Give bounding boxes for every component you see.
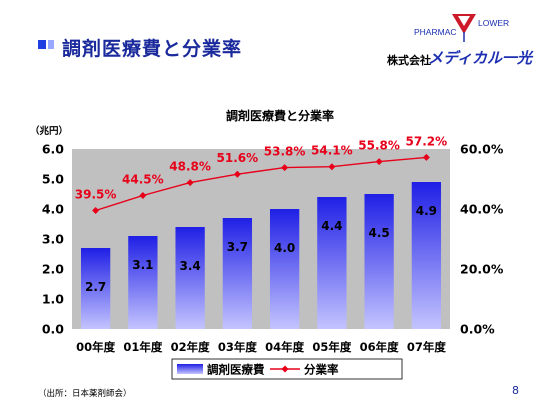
line-value-label: 57.2%: [406, 134, 448, 148]
line-value-label: 44.5%: [122, 173, 164, 187]
bar: [317, 197, 347, 329]
x-tick-label: 05年度: [312, 340, 352, 354]
line-value-label: 55.8%: [358, 139, 400, 153]
logo-company-type: 株式会社: [387, 54, 431, 67]
bar: [411, 182, 442, 329]
line-point: [375, 158, 383, 166]
bar: [222, 218, 253, 329]
left-axis: 0.0 1.0 2.0 3.0 4.0 5.0 6.0: [42, 142, 64, 337]
line-value-label: 51.6%: [217, 151, 259, 165]
logo-text-right: LOWER: [478, 18, 509, 28]
x-tick-label: 04年度: [265, 340, 305, 354]
bar-value-label: 4.0: [274, 241, 295, 255]
bar: [175, 227, 205, 329]
line-point: [233, 170, 241, 178]
line-value-label: 48.8%: [169, 160, 211, 174]
bar-value-label: 4.4: [321, 219, 342, 233]
y-axis-unit-label: （兆円）: [30, 125, 68, 137]
y-left-tick-label: 2.0: [42, 262, 64, 277]
bar-series: 2.7 3.1 3.4 3.7 4.0 4.4 4.5 4.9: [80, 182, 442, 329]
y-right-tick-label: 20.0%: [460, 262, 504, 277]
x-tick-label: 02年度: [171, 340, 211, 354]
line-series: 39.5% 44.5% 48.8% 51.6% 53.8% 54.1% 55.8% 57.2%: [75, 134, 447, 214]
line-path: [95, 156, 427, 212]
bar-value-label: 4.5: [368, 226, 389, 240]
logo-text-left: PHARMAC: [414, 27, 457, 37]
company-logo: PHARMAC LOWER: [414, 14, 509, 42]
bar: [269, 209, 300, 329]
right-axis: 0.0% 20.0% 40.0% 60.0%: [460, 142, 504, 337]
line-point: [422, 153, 430, 161]
y-left-tick-label: 6.0: [42, 142, 64, 157]
page-number: 8: [512, 384, 519, 397]
bar: [128, 236, 158, 329]
x-tick-label: 00年度: [76, 340, 116, 354]
line-point: [92, 207, 100, 214]
legend-label: 分業率: [304, 363, 339, 377]
x-tick-label: 01年度: [123, 340, 163, 354]
legend-swatch-bar: [177, 364, 203, 374]
legend-label: 調剤医療費: [207, 363, 265, 377]
line-value-label: 54.1%: [311, 144, 353, 158]
y-left-tick-label: 3.0: [42, 232, 64, 247]
bar-value-label: 3.1: [132, 258, 153, 272]
x-tick-label: 06年度: [360, 340, 400, 354]
legend: 調剤医療費 分業率: [171, 358, 403, 380]
y-left-tick-label: 1.0: [42, 292, 64, 307]
x-tick-label: 03年度: [218, 340, 258, 354]
line-value-label: 53.8%: [264, 145, 306, 159]
legend-swatch-marker: [281, 365, 289, 373]
title-bullet-icon: [38, 40, 46, 49]
title-bullet-icon: [48, 40, 54, 49]
bar-value-label: 4.9: [416, 204, 437, 218]
line-point: [281, 164, 289, 172]
line-point: [186, 179, 194, 187]
source-note: （出所：日本薬剤師会）: [38, 389, 132, 399]
bar-value-label: 3.4: [179, 259, 200, 273]
bar-value-label: 3.7: [227, 240, 248, 254]
y-left-tick-label: 4.0: [42, 202, 64, 217]
x-axis: 00年度 01年度 02年度 03年度 04年度 05年度 06年度 07年度: [76, 340, 446, 354]
line-value-label: 39.5%: [75, 188, 117, 202]
y-left-tick-label: 0.0: [42, 322, 64, 337]
page-title: 調剤医療費と分業率: [62, 38, 243, 60]
y-right-tick-label: 0.0%: [460, 322, 495, 337]
y-right-tick-label: 40.0%: [460, 202, 504, 217]
x-tick-label: 07年度: [407, 340, 447, 354]
bar: [80, 248, 111, 329]
line-point: [139, 192, 147, 199]
logo-brand-name: メディカル一光: [428, 49, 532, 67]
y-left-tick-label: 5.0: [42, 172, 64, 187]
chart-title: 調剤医療費と分業率: [226, 108, 334, 123]
bar-value-label: 2.7: [85, 280, 106, 294]
y-right-tick-label: 60.0%: [460, 142, 504, 157]
line-point: [328, 163, 336, 171]
bar: [364, 194, 394, 329]
